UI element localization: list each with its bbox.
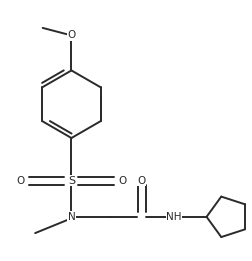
Text: N: N xyxy=(67,212,75,222)
Text: O: O xyxy=(16,176,24,186)
Text: O: O xyxy=(137,176,145,186)
Text: NH: NH xyxy=(166,212,181,222)
Text: O: O xyxy=(67,31,75,40)
Text: S: S xyxy=(68,176,75,186)
Text: O: O xyxy=(118,176,126,186)
